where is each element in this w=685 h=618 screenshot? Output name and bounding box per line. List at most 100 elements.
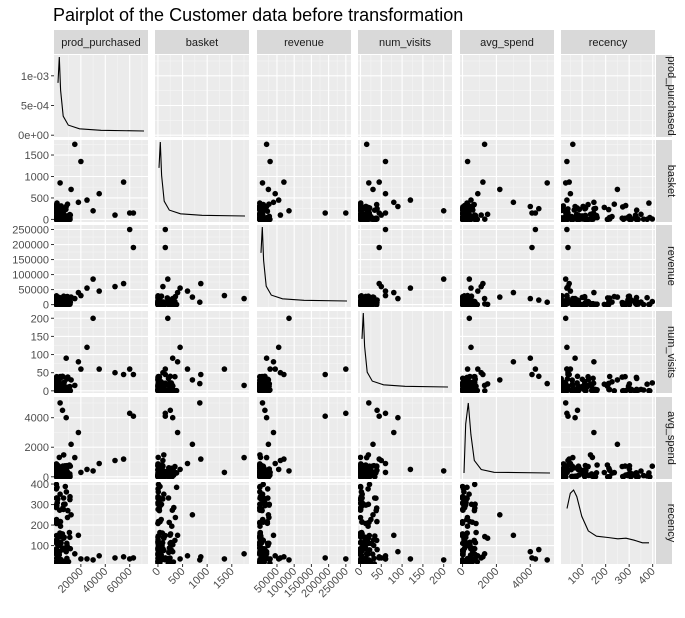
- data-point: [644, 381, 650, 388]
- data-point: [262, 502, 268, 509]
- data-point: [57, 474, 63, 479]
- panel-revenue-vs-num_visits: [358, 225, 452, 307]
- data-point: [159, 539, 166, 546]
- panel-prod_purchased-vs-num_visits: [358, 55, 452, 137]
- data-point: [460, 301, 466, 307]
- data-point: [471, 482, 478, 488]
- data-point: [440, 468, 447, 474]
- data-point: [264, 387, 271, 393]
- strip-row-label: num_visits: [665, 326, 677, 378]
- y-tick-label: 1000: [25, 171, 49, 183]
- strip-col-label: avg_spend: [480, 37, 534, 49]
- y-tick-label: 200: [31, 520, 49, 532]
- data-point: [614, 186, 621, 193]
- data-point: [358, 473, 364, 479]
- data-point: [564, 387, 570, 393]
- data-point: [619, 374, 625, 380]
- data-point: [626, 463, 633, 469]
- data-point: [78, 158, 84, 165]
- data-point: [475, 553, 481, 559]
- data-point: [370, 512, 376, 518]
- panel-avg_spend-vs-avg_spend: [460, 397, 554, 479]
- data-point: [601, 469, 608, 476]
- data-point: [468, 344, 474, 351]
- data-point: [221, 292, 228, 299]
- data-point: [155, 486, 161, 492]
- data-point: [638, 468, 644, 474]
- data-point: [532, 556, 539, 562]
- data-point: [466, 208, 473, 214]
- data-point: [484, 211, 491, 218]
- data-point: [460, 293, 466, 300]
- panel-bg: [257, 482, 351, 564]
- data-point: [257, 529, 264, 536]
- data-point: [464, 556, 471, 562]
- data-point: [594, 387, 600, 393]
- data-point: [358, 540, 365, 547]
- data-point: [366, 299, 372, 306]
- x-tick-label: 1500: [211, 566, 237, 592]
- data-point: [198, 456, 204, 462]
- data-point: [270, 359, 277, 365]
- data-point: [155, 374, 161, 381]
- data-point: [263, 141, 270, 148]
- panel-bg: [257, 55, 351, 137]
- data-point: [157, 473, 163, 479]
- data-point: [170, 559, 177, 564]
- data-point: [266, 501, 273, 508]
- data-point: [527, 295, 534, 302]
- data-point: [166, 474, 172, 479]
- data-point: [497, 512, 503, 518]
- y-axis: 0e+005e-041e-030500100015000500001000001…: [12, 71, 54, 553]
- data-point: [157, 548, 163, 555]
- data-point: [120, 371, 127, 378]
- data-point: [370, 441, 376, 448]
- data-point: [561, 203, 567, 209]
- data-point: [585, 376, 592, 383]
- data-point: [497, 377, 503, 383]
- data-point: [561, 300, 564, 306]
- data-point: [382, 553, 389, 559]
- data-point: [581, 216, 588, 222]
- data-point: [382, 190, 389, 197]
- data-point: [626, 301, 633, 307]
- x-tick-label: 200: [589, 566, 610, 587]
- data-point: [165, 276, 171, 282]
- y-tick-label: 1e-03: [21, 71, 49, 83]
- data-point: [277, 212, 284, 218]
- data-point: [197, 557, 203, 563]
- data-point: [626, 385, 633, 392]
- data-point: [366, 400, 372, 406]
- strip-row-bg: [656, 225, 672, 307]
- data-point: [536, 205, 542, 212]
- y-tick-label: 0: [43, 472, 49, 484]
- panel-basket-vs-num_visits: [358, 140, 452, 222]
- data-point: [440, 208, 447, 214]
- data-point: [510, 532, 517, 539]
- data-point: [62, 501, 68, 508]
- data-point: [165, 468, 171, 474]
- strip-col-num_visits: num_visits: [358, 30, 452, 54]
- data-point: [619, 204, 626, 210]
- data-point: [570, 141, 576, 148]
- y-tick-label: 0: [43, 386, 49, 398]
- data-point: [464, 387, 471, 393]
- data-point: [460, 388, 466, 393]
- data-point: [606, 386, 612, 393]
- data-point: [594, 462, 600, 468]
- data-point: [57, 557, 63, 563]
- data-point: [262, 546, 268, 553]
- data-point: [647, 301, 653, 307]
- data-point: [263, 355, 270, 362]
- data-point: [259, 507, 265, 514]
- data-point: [395, 295, 401, 302]
- data-point: [374, 407, 380, 414]
- density-line: [158, 141, 246, 217]
- data-point: [170, 387, 177, 393]
- data-point: [649, 380, 655, 386]
- strip-col-avg_spend: avg_spend: [460, 30, 554, 54]
- panel-bg: [257, 140, 351, 222]
- x-tick-label: 100: [386, 566, 407, 587]
- data-point: [464, 523, 471, 529]
- data-point: [482, 533, 488, 540]
